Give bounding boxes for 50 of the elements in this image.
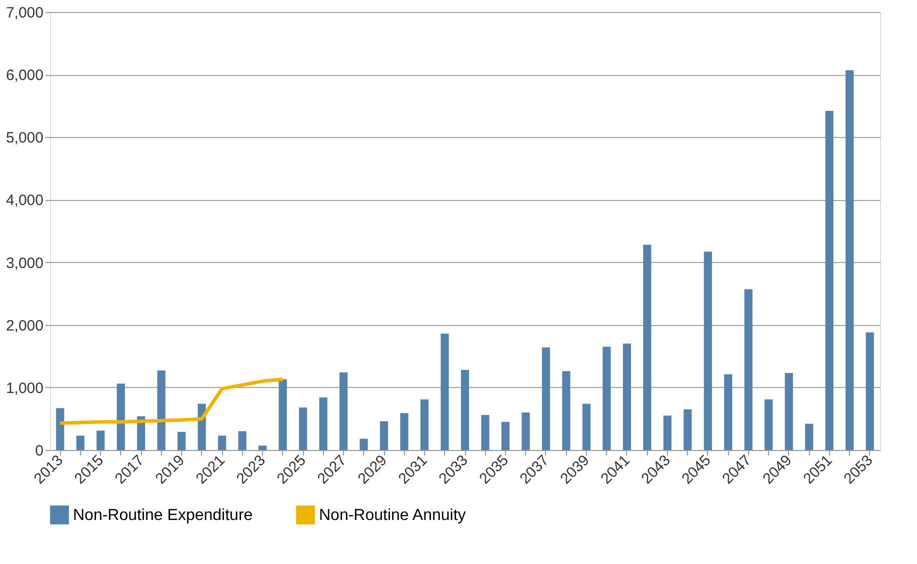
y-tick-label: 4,000 xyxy=(6,192,44,210)
bar xyxy=(299,407,308,450)
bar xyxy=(258,446,267,450)
bar xyxy=(178,432,186,450)
bar xyxy=(116,384,125,450)
legend-label: Non-Routine Annuity xyxy=(319,506,466,524)
bar xyxy=(218,436,226,450)
y-tick-label: 0 xyxy=(35,442,44,460)
bar xyxy=(339,372,348,450)
bar xyxy=(56,408,64,450)
bar xyxy=(440,334,449,450)
bar xyxy=(481,414,490,450)
bar xyxy=(622,344,631,450)
bar xyxy=(744,289,752,450)
bar xyxy=(643,244,652,450)
bar xyxy=(542,347,550,450)
bar xyxy=(562,371,570,450)
bar xyxy=(96,430,105,450)
bar xyxy=(663,416,672,450)
bar xyxy=(724,374,732,450)
y-tick-label: 7,000 xyxy=(6,4,44,22)
bar xyxy=(582,404,591,450)
bar xyxy=(380,421,388,450)
y-tick-label: 3,000 xyxy=(6,254,44,272)
bar xyxy=(420,399,429,450)
bar xyxy=(684,409,692,450)
bar xyxy=(76,436,84,450)
bar xyxy=(319,397,328,450)
y-tick-label: 1,000 xyxy=(6,380,44,397)
bar xyxy=(278,379,287,450)
bar xyxy=(784,373,793,450)
legend-label: Non-Routine Expenditure xyxy=(73,506,253,524)
bar xyxy=(460,370,470,450)
bar xyxy=(238,431,246,450)
bar xyxy=(704,252,712,450)
bar xyxy=(400,413,408,450)
bar xyxy=(522,412,530,450)
bar xyxy=(360,438,368,450)
bar xyxy=(866,332,874,450)
bar xyxy=(805,424,814,450)
bar xyxy=(825,110,834,450)
y-tick-label: 2,000 xyxy=(6,317,44,334)
y-tick-label: 5,000 xyxy=(6,130,44,147)
bar xyxy=(157,370,166,450)
bar xyxy=(846,70,854,450)
bar xyxy=(602,346,611,450)
bar xyxy=(501,422,510,450)
bar xyxy=(764,399,773,450)
y-tick-label: 6,000 xyxy=(6,67,44,84)
line-series xyxy=(58,378,285,425)
